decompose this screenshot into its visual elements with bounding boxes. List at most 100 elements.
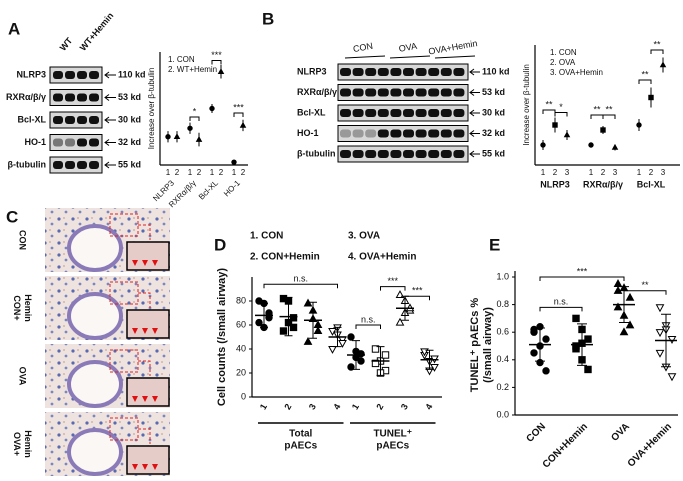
data-point [338, 339, 347, 348]
data-point [530, 349, 538, 357]
data-point [613, 302, 623, 311]
bracket [542, 109, 556, 114]
error-bar [309, 301, 317, 339]
group-label: OVA+Hemin [428, 38, 479, 56]
data-point [347, 363, 355, 371]
x-subcategory-label: 1 [637, 168, 642, 177]
red-arrowhead [142, 464, 148, 470]
band [390, 68, 402, 76]
x-subcategory-label: 1 [232, 168, 237, 177]
significance: *** [412, 286, 423, 296]
band [77, 71, 87, 79]
significance: ** [593, 104, 601, 114]
data-point [381, 351, 390, 359]
band [77, 138, 87, 147]
band [415, 150, 427, 158]
band [390, 109, 402, 117]
data-point [313, 320, 323, 329]
bracket [650, 49, 664, 54]
data-point [313, 326, 323, 335]
mean-marker [187, 125, 193, 131]
size-label: 53 kd [482, 87, 505, 97]
band [365, 129, 377, 138]
panel-letter: E [489, 235, 500, 254]
band [428, 68, 440, 76]
data-point [613, 285, 623, 294]
size-label: 32 kd [482, 128, 505, 138]
legend-entry: 1. CON [250, 231, 283, 242]
band [53, 71, 63, 79]
band [65, 138, 75, 147]
band [65, 116, 75, 124]
legend-entry: 1. CON [550, 48, 577, 57]
red-arrowhead [132, 464, 138, 470]
band [377, 150, 389, 158]
protein-label: β-tubulin [8, 159, 46, 169]
band [89, 116, 99, 124]
arrow [104, 139, 116, 146]
band [403, 150, 414, 158]
red-arrowhead [132, 396, 138, 402]
mean-marker [588, 142, 594, 148]
size-label: 55 kd [482, 148, 505, 158]
red-arrowhead [142, 328, 148, 334]
x-subcategory-label: 3 [613, 168, 618, 177]
band [53, 116, 63, 124]
bracket [355, 324, 381, 329]
bracket [638, 79, 652, 84]
panel-letter: B [262, 9, 274, 28]
bracket [233, 112, 244, 118]
band [365, 109, 377, 117]
y-tick-label: 0.2 [496, 382, 509, 392]
protein-label: HO-1 [297, 128, 319, 138]
band [428, 150, 440, 158]
x-subcategory-label: 2 [219, 168, 224, 177]
x-subcategory-label: 1 [350, 402, 361, 411]
y-tick-label: 0.6 [496, 327, 509, 337]
band [65, 161, 75, 169]
data-point [357, 350, 365, 358]
band [415, 88, 427, 97]
x-category-label: OVA+Hemin [626, 421, 674, 469]
band [415, 68, 427, 76]
band [352, 109, 364, 117]
x-category-label: Bcl-XL [637, 179, 666, 189]
legend-entry: 3. OVA+Hemin [550, 68, 603, 77]
significance: * [559, 102, 563, 112]
band [377, 88, 389, 97]
row-label: CON [18, 230, 28, 250]
row-label: OVA [18, 367, 28, 386]
mean-marker [636, 122, 642, 128]
blot-strip [49, 134, 103, 151]
data-point [303, 336, 313, 345]
y-tick-label: 0.4 [496, 354, 509, 364]
group-line [434, 55, 476, 59]
data-point [542, 367, 550, 375]
y-tick-label: 20 [236, 367, 246, 377]
inset [126, 241, 170, 271]
band [89, 161, 99, 169]
data-point [255, 318, 263, 327]
band [390, 150, 402, 158]
x-subcategory-label: 2 [649, 168, 654, 177]
error-bar [425, 349, 434, 370]
x-category-label: NLRP3 [540, 179, 570, 189]
size-label: 110 kd [482, 66, 510, 76]
band [390, 88, 402, 97]
legend-entry: 2. WT+Hemin [168, 65, 217, 74]
band [89, 71, 99, 79]
x-category-label: CON [524, 421, 548, 445]
error-bar [284, 296, 293, 337]
blot-strip [49, 66, 103, 84]
band [340, 129, 351, 138]
band [77, 116, 87, 124]
zoom-arrow [138, 360, 151, 376]
data-point [357, 357, 365, 365]
bracket [539, 306, 583, 312]
band [415, 129, 427, 138]
arrow [469, 109, 480, 117]
significance: *** [233, 102, 244, 112]
x-category-label: CON+Hemin [541, 421, 590, 470]
panel-letter: A [8, 19, 20, 38]
x-subcategory-label: 1 [541, 168, 546, 177]
